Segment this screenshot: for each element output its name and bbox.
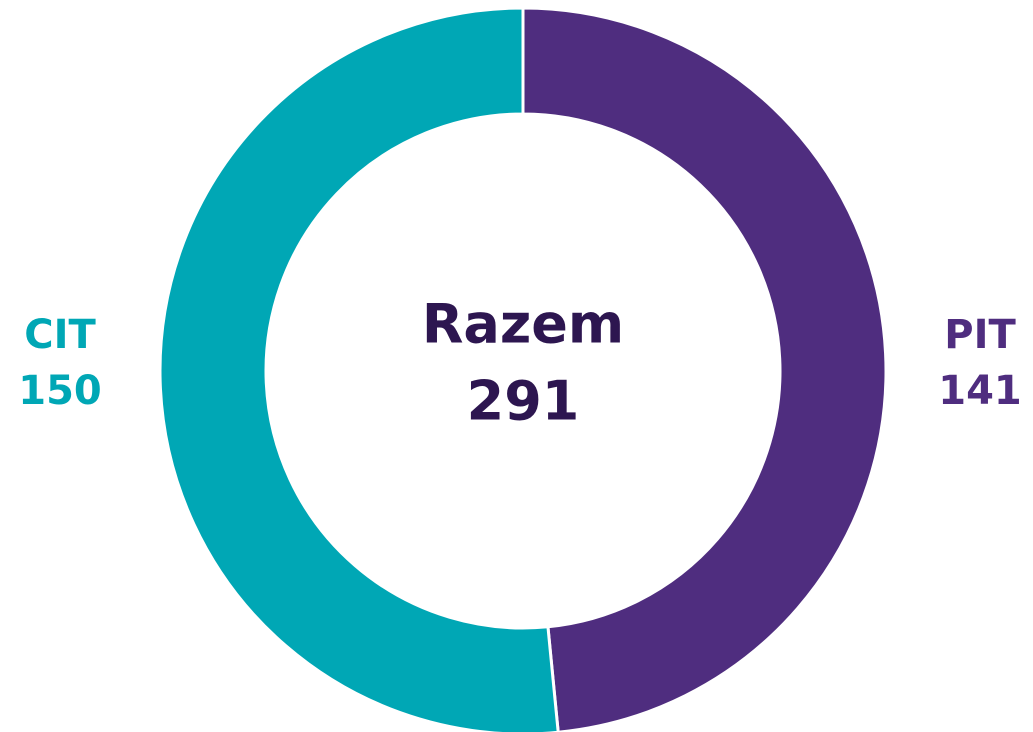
donut-segment [158,6,560,732]
segment-name: CIT [24,312,96,358]
center-label: Razem [422,293,624,356]
center-total: 291 [467,370,580,433]
donut-segment [521,6,888,732]
segment-value: 150 [18,368,102,414]
segment-name: PIT [944,312,1016,358]
segment-value: 141 [938,368,1022,414]
